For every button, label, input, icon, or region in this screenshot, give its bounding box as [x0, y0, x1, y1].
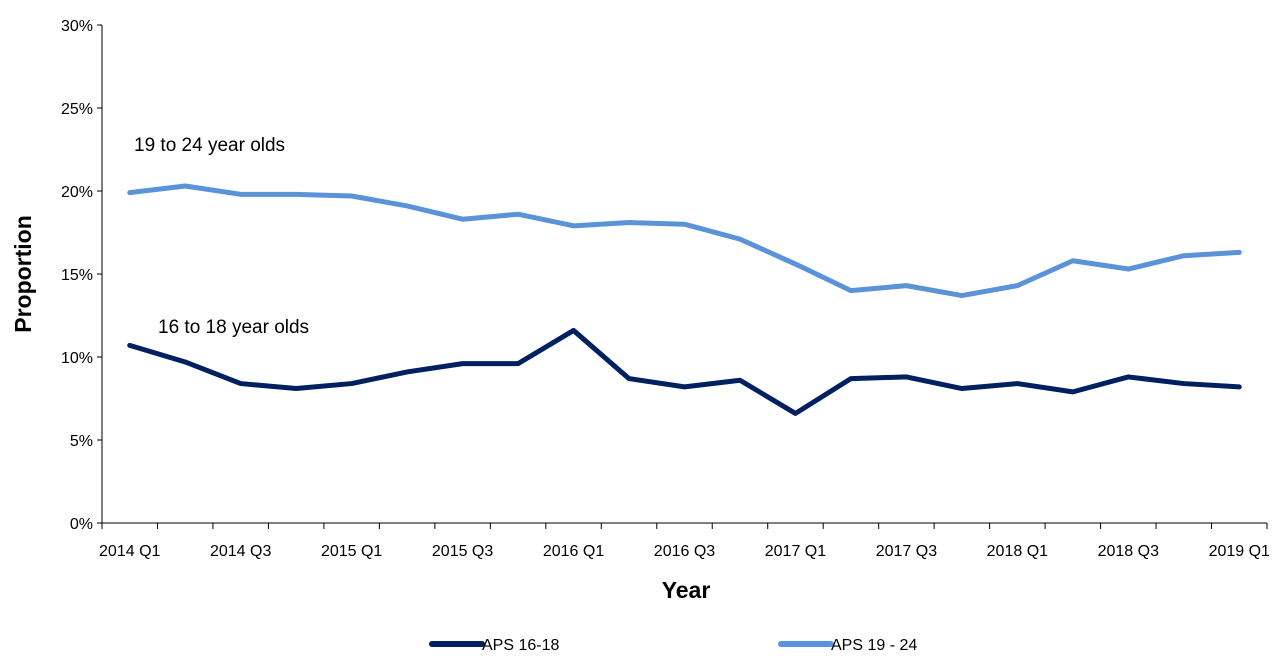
y-tick-label: 5%: [70, 433, 93, 450]
annotation-19-24: 19 to 24 year olds: [134, 135, 285, 156]
y-tick-label: 25%: [61, 101, 93, 118]
x-tick-label: 2015 Q1: [321, 543, 382, 560]
x-tick-label: 2019 Q1: [1209, 543, 1270, 560]
x-tick-label: 2014 Q1: [99, 543, 160, 560]
annotation-16-18: 16 to 18 year olds: [158, 317, 309, 338]
axes: [101, 25, 1267, 524]
series-line-aps-19-24: [127, 183, 1242, 299]
x-tick-label: 2016 Q1: [543, 543, 604, 560]
legend-label-aps-16-18: APS 16-18: [482, 637, 559, 654]
x-tick-label: 2014 Q3: [210, 543, 271, 560]
x-tick-label: 2017 Q3: [876, 543, 937, 560]
y-tick-label: 30%: [61, 18, 93, 35]
y-tick-label: 10%: [61, 350, 93, 367]
x-axis-ticks: 2014 Q1 2014 Q3 2015 Q1 2015 Q3 2016 Q1 2016 …: [99, 523, 1270, 560]
x-tick-label: 2018 Q3: [1098, 543, 1159, 560]
y-axis-ticks: 0% 5% 10% 15% 20% 25% 30%: [61, 18, 102, 533]
legend-item-aps-16-18: APS 16-18: [429, 637, 559, 654]
series-line-aps-16-18: [127, 327, 1242, 416]
y-tick-label: 15%: [61, 267, 93, 284]
x-tick-label: 2015 Q3: [432, 543, 493, 560]
series-lines: [127, 183, 1242, 416]
x-tick-label: 2017 Q1: [765, 543, 826, 560]
y-axis-title: Proportion: [10, 215, 36, 333]
x-axis-title: Year: [662, 577, 711, 603]
y-tick-label: 20%: [61, 184, 93, 201]
y-tick-label: 0%: [70, 516, 93, 533]
x-tick-label: 2018 Q1: [987, 543, 1048, 560]
legend-item-aps-19-24: APS 19 - 24: [778, 637, 917, 654]
legend-label-aps-19-24: APS 19 - 24: [831, 637, 917, 654]
x-tick-label: 2016 Q3: [654, 543, 715, 560]
legend: APS 16-18 APS 19 - 24: [429, 637, 917, 654]
